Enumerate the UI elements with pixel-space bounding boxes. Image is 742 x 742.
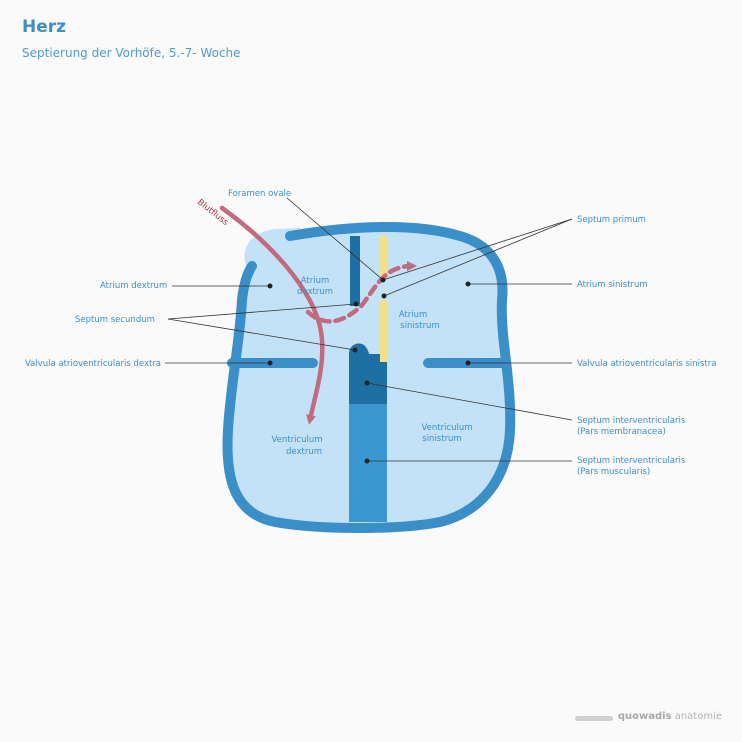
brand-name: quowadis (617, 711, 672, 722)
label-septum-membranacea-1: Septum interventricularis (577, 416, 686, 426)
flow-arrow-solid (219, 205, 325, 425)
label-valvula-sinistra: Valvula atrioventricularis sinistra (577, 359, 716, 369)
septum-primum-upper (380, 236, 387, 280)
brand-watermark: quowadis anatomie (618, 711, 722, 722)
label-valvula-dextra: Valvula atrioventricularis dextra (25, 359, 161, 369)
septum-secundum-knob (349, 343, 387, 362)
label-ventriculum-sinistrum-2: sinistrum (422, 434, 461, 444)
label-atrium-dextrum: Atrium dextrum (100, 281, 167, 291)
label-atrium-sinistrum: Atrium sinistrum (577, 280, 648, 290)
brand-suffix: anatomie (671, 711, 722, 722)
heart-outline (222, 222, 516, 533)
label-septum-membranacea-2: (Pars membranacea) (577, 427, 666, 437)
brand-logo-bar (575, 716, 613, 721)
label-atrium-sinistrum-inner-1: Atrium (399, 310, 428, 320)
septum-primum-lower (380, 300, 387, 362)
label-septum-primum: Septum primum (577, 215, 646, 225)
label-ventriculum-sinistrum-1: Ventriculum (421, 423, 472, 433)
label-septum-muscularis-1: Septum interventricularis (577, 456, 686, 466)
flow-arrow-dashed (305, 261, 417, 324)
page-subtitle: Septierung der Vorhöfe, 5.-7- Woche (22, 46, 241, 60)
label-foramen-ovale: Foramen ovale (228, 189, 291, 199)
label-ventriculum-dextrum-2: dextrum (286, 447, 322, 457)
leader-lines (165, 197, 573, 462)
label-dots (267, 277, 471, 464)
label-atrium-sinistrum-inner-2: sinistrum (400, 321, 439, 331)
label-ventriculum-dextrum-1: Ventriculum (271, 435, 322, 445)
septum-secundum-shape (350, 236, 360, 306)
label-atrium-dextrum-inner-2: dextrum (297, 287, 333, 297)
septum-membranacea-shape (349, 354, 387, 404)
label-atrium-dextrum-inner-1: Atrium (301, 276, 330, 286)
label-septum-secundum: Septum secundum (75, 315, 155, 325)
label-septum-muscularis-2: (Pars muscularis) (577, 467, 650, 477)
page-title: Herz (22, 17, 67, 37)
